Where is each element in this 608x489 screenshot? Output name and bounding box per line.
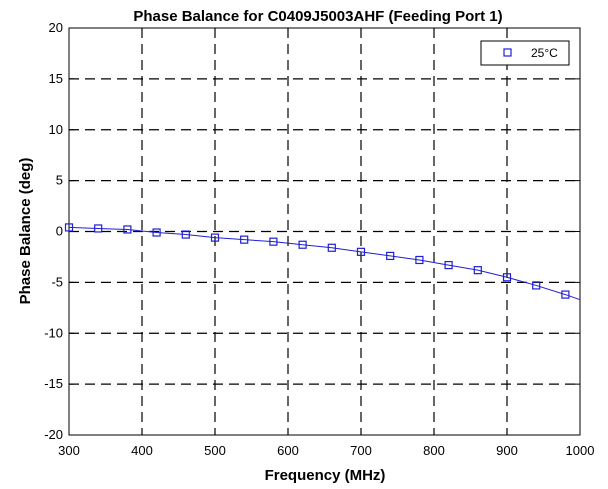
legend-series-label: 25°C: [531, 46, 558, 60]
data-point-marker: [473, 266, 482, 275]
y-tick-label: 10: [49, 122, 63, 137]
grid-lines: [69, 28, 580, 435]
data-point-marker: [269, 237, 278, 246]
data-point-marker: [561, 290, 570, 299]
y-axis-tick-labels: -20 -15 -10 -5 0 5 10 15 20: [44, 20, 63, 442]
data-point-marker: [181, 230, 190, 239]
y-tick-label: 20: [49, 20, 63, 35]
legend-box: [480, 40, 570, 66]
x-tick-label: 500: [204, 443, 226, 458]
y-tick-label: -5: [51, 274, 63, 289]
data-point-marker: [444, 260, 453, 270]
series-line: [68, 226, 581, 301]
data-point-marker: [415, 255, 424, 265]
x-tick-label: 800: [423, 443, 445, 458]
data-point-marker: [210, 233, 220, 242]
y-tick-label: 0: [56, 224, 63, 239]
data-point-marker: [123, 225, 132, 234]
x-tick-label: 400: [131, 443, 153, 458]
x-tick-label: 1000: [566, 443, 595, 458]
y-axis-label: Phase Balance (deg): [17, 158, 34, 305]
y-tick-label: -20: [44, 427, 63, 442]
x-tick-label: 900: [496, 443, 518, 458]
y-tick-label: -10: [44, 325, 63, 340]
x-axis-label: Frequency (MHz): [265, 467, 386, 484]
data-point-marker: [64, 223, 74, 232]
y-tick-label: 15: [49, 71, 63, 86]
x-tick-label: 300: [58, 443, 80, 458]
data-point-marker: [327, 243, 336, 252]
y-tick-label: -15: [44, 376, 63, 391]
data-point-marker: [386, 251, 395, 261]
x-tick-label: 700: [350, 443, 372, 458]
chart-title: Phase Balance for C0409J5003AHF (Feeding…: [133, 8, 502, 25]
data-point-marker: [240, 235, 249, 244]
data-point-marker: [532, 281, 541, 290]
axis-ticks: [68, 27, 581, 436]
y-tick-label: 5: [56, 173, 63, 188]
x-tick-label: 600: [277, 443, 299, 458]
data-point-marker: [152, 228, 161, 237]
data-point-marker: [94, 224, 103, 233]
legend: 25°C: [480, 40, 570, 66]
data-point-marker: [356, 247, 366, 256]
legend-marker: [503, 48, 512, 57]
data-point-marker: [502, 273, 512, 282]
data-point-marker: [298, 240, 307, 249]
x-axis-tick-labels: 300 400 500 600 700 800 900 1000: [58, 443, 594, 458]
series-layer: [64, 223, 581, 301]
